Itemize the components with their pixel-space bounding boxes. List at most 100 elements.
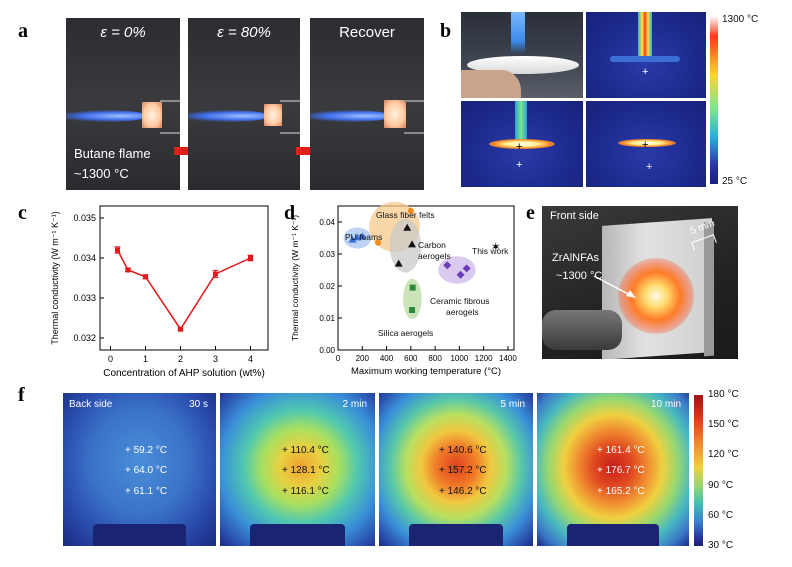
group-label: PU foams (345, 232, 382, 242)
panel-label-d: d (284, 202, 296, 224)
crosshair: + (516, 159, 523, 171)
y-axis-label: Thermal conductivity (W m⁻¹ K⁻¹) (290, 215, 300, 341)
x-axis-label: Concentration of AHP solution (wt%) (103, 368, 265, 378)
temp-reading: + 116.1 °C (282, 486, 329, 497)
data-point (213, 271, 218, 277)
material-label: ZrAlNFAs (552, 252, 600, 264)
sample-holder (404, 100, 424, 134)
data-point (394, 259, 403, 267)
ir-image-2: + + (461, 101, 583, 187)
time-label: 30 s (189, 399, 208, 410)
data-point (409, 284, 416, 291)
colorbar-tick-label: 90 °C (708, 479, 734, 491)
y-tick-label: 0.03 (319, 250, 335, 259)
crosshair: + (642, 139, 649, 151)
aerogel-disk (467, 56, 579, 74)
y-tick-label: 0.04 (319, 218, 335, 227)
x-tick-label: 600 (404, 354, 418, 363)
butane-flame (66, 110, 148, 122)
flame-jet (515, 101, 527, 141)
ir-colorbar-f (694, 395, 703, 546)
data-point (409, 307, 416, 313)
fixture (409, 524, 503, 546)
pointer-arrow-icon (593, 275, 636, 298)
group-label: Carbon (418, 240, 446, 250)
series-line (116, 249, 251, 331)
x-tick-label: 800 (428, 354, 442, 363)
crosshair: + (642, 66, 649, 78)
group-label: Glass fiber felts (376, 210, 435, 220)
colorbar-min-label: 25 °C (722, 176, 748, 187)
y-tick-label: 0.00 (319, 346, 335, 355)
y-tick-label: 0.032 (73, 333, 96, 343)
temperature-label: ~1300 °C (556, 270, 603, 282)
ir-colorbar (710, 16, 718, 184)
front-side-label: Front side (550, 210, 599, 222)
x-tick-label: 400 (380, 354, 394, 363)
panel-label-a: a (18, 20, 28, 42)
x-tick-label: 1200 (475, 354, 493, 363)
flame-frame-1: ε = 0% Butane flame ~1300 °C (66, 18, 180, 190)
ir-image-3: + + (586, 101, 706, 187)
panel-label-f: f (18, 384, 25, 406)
panel-label-b: b (440, 20, 452, 42)
temp-reading: + 59.2 °C (125, 445, 168, 456)
group-label: This work (472, 246, 509, 256)
torch-photo (461, 12, 583, 98)
x-tick-label: 2 (178, 354, 183, 364)
fixture (93, 524, 186, 546)
colorbar-tick-label: 30 °C (708, 540, 734, 551)
temp-reading: + 61.1 °C (125, 486, 168, 497)
torch-head (542, 310, 622, 350)
data-point (115, 247, 120, 253)
data-point (125, 267, 131, 273)
group-label: aerogels (446, 307, 479, 317)
data-point (143, 274, 148, 280)
x-tick-label: 200 (356, 354, 370, 363)
x-tick-label: 0 (108, 354, 113, 364)
y-axis-label: Thermal conductivity (W m⁻¹ K⁻¹) (50, 211, 60, 345)
temp-reading: + 64.0 °C (125, 465, 168, 476)
group-region (389, 218, 422, 273)
chart-c: 0 1 2 3 4 0.032 0.033 0.034 0.035 Concentration o… (50, 205, 269, 378)
data-point (358, 232, 367, 240)
group-region (403, 278, 422, 319)
sample-glow (384, 100, 406, 128)
x-tick-label: 1 (143, 354, 148, 364)
time-label: 10 min (650, 399, 681, 410)
sample-glow (264, 104, 282, 126)
data-point (178, 326, 183, 332)
data-point (248, 255, 253, 261)
ir-image-1: + (586, 12, 706, 98)
colorbar-tick-label: 60 °C (708, 509, 734, 521)
colorbar-tick-label: 150 °C (708, 419, 739, 431)
x-tick-label: 1000 (450, 354, 468, 363)
y-tick-label: 0.01 (319, 314, 335, 323)
time-label: 2 min (342, 399, 367, 410)
butane-flame (188, 110, 270, 122)
time-label: 5 min (500, 399, 525, 410)
temp-reading: + 128.1 °C (282, 465, 330, 476)
y-tick-label: 0.033 (73, 293, 96, 303)
crosshair: + (516, 141, 523, 153)
flame-hot (638, 12, 652, 56)
butane-flame (310, 110, 392, 122)
flame-temp: ~1300 °C (74, 166, 129, 181)
sample-holder (160, 100, 180, 134)
data-point (375, 239, 382, 246)
hot-spot (489, 139, 555, 149)
temp-reading: + 110.4 °C (282, 445, 329, 456)
frame-caption: Recover (339, 24, 395, 41)
y-tick-label: 0.034 (73, 253, 96, 263)
sample-holder (280, 100, 300, 134)
colorbar-max-label: 1300 °C (722, 14, 759, 25)
data-point (443, 261, 452, 270)
hand (461, 70, 521, 98)
panel-label-c: c (18, 202, 27, 224)
y-tick-label: 0.02 (319, 282, 335, 291)
panel-label-e: e (526, 202, 535, 224)
flame-jet (511, 12, 525, 54)
frame-caption: ε = 80% (217, 24, 271, 41)
ir-back-5min: 5 min + 140.6 °C + 157.2 °C + 146.2 °C (379, 393, 533, 546)
hot-spot (618, 139, 676, 147)
